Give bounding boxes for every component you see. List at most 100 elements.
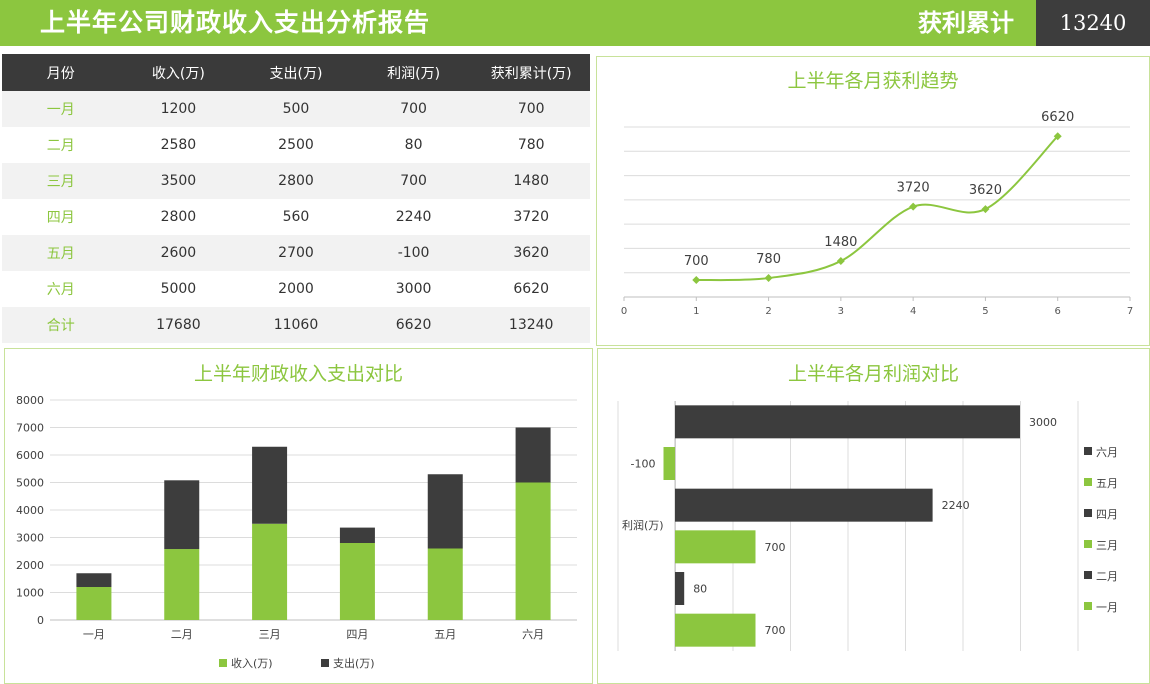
income-bar [164,549,200,620]
y-tick-label: 8000 [16,394,44,407]
trend-point [764,274,773,283]
expense-bar [515,427,551,483]
income-bar [252,523,288,620]
table-cell: 500 [237,91,355,127]
table-cell: 80 [354,127,473,163]
income-bar [515,482,551,620]
expense-bar [339,527,375,543]
x-tick-label: 3 [838,306,844,317]
table-cell: 2580 [119,127,238,163]
table-header-row: 月份 收入(万) 支出(万) 利润(万) 获利累计(万) [2,54,590,91]
x-tick-label: 7 [1127,306,1133,317]
expense-bar [164,480,200,550]
profit-data-label: 2240 [942,499,970,512]
x-tick-label: 6 [1055,306,1061,317]
x-tick-label: 1 [693,306,699,317]
table-row: 六月 5000 2000 3000 6620 [2,271,590,307]
x-tick-label: 五月 [434,628,456,641]
legend-swatch [1084,602,1092,610]
expense-bar [76,573,112,587]
legend-swatch [1084,447,1092,455]
x-tick-label: 5 [982,306,988,317]
y-tick-label: 6000 [16,449,44,462]
legend-swatch [1084,509,1092,517]
table-cell: 2240 [354,199,473,235]
profit-bar [675,488,933,522]
data-table: 月份 收入(万) 支出(万) 利润(万) 获利累计(万) 一月 1200 500 700 700… [2,54,590,343]
table-cell: 5000 [119,271,238,307]
trend-chart-panel: 上半年各月获利趋势 0 1 2 3 4 5 6 7 700 780 1480 3720 3620 6620 [596,56,1150,346]
profit-compare-panel: 上半年各月利润对比 利润(万) 700 80 700 2240 -100 3000 六月 五月四… [597,348,1150,684]
legend-swatch [321,659,329,667]
trend-point [981,205,990,214]
legend-label: 四月 [1096,508,1118,521]
trend-point [692,276,701,284]
legend-label: 三月 [1096,539,1118,552]
income-expense-chart: 0 1000 2000 3000 4000 5000 6000 7000 8000 一月 二月 三月 四… [16,394,577,670]
expense-bar [252,446,288,524]
table-cell: 560 [237,199,355,235]
legend-label: 支出(万) [333,656,375,670]
expense-bar [427,474,463,549]
trend-point [909,202,918,211]
legend-swatch [1084,478,1092,486]
table-column-header: 获利累计(万) [472,54,590,91]
profit-data-label: 80 [693,583,707,596]
income-expense-title: 上半年财政收入支出对比 [193,363,403,385]
x-tick-label: 二月 [171,628,193,641]
profit-data-label: 3000 [1029,416,1057,429]
legend-swatch [1084,540,1092,548]
table-cell: 6620 [472,271,590,307]
income-expense-panel: 上半年财政收入支出对比 0 1000 2000 3000 4000 5000 6000 700… [4,348,593,684]
table-cell: 13240 [472,307,590,343]
table-row: 二月 2580 2500 80 780 [2,127,590,163]
table-cell: 3620 [472,235,590,271]
income-bar [76,587,112,620]
table-cell: 2500 [237,127,355,163]
table-month-cell: 三月 [2,163,120,199]
profit-data-label: -100 [631,458,656,471]
profit-bar [675,405,1020,439]
table-column-header: 支出(万) [237,54,355,91]
income-bar [427,548,463,620]
x-tick-label: 2 [765,306,771,317]
trend-data-label: 700 [684,254,709,269]
legend-label: 二月 [1096,570,1118,583]
x-tick-label: 六月 [522,628,544,641]
profit-data-label: 700 [765,624,786,637]
table-column-header: 收入(万) [119,54,238,91]
table-body: 一月 1200 500 700 700 二月 2580 2500 80 780 三月 3500 2800… [2,91,590,343]
table-cell: 3720 [472,199,590,235]
legend-label: 六月 [1096,446,1118,459]
y-tick-label: 0 [37,614,44,627]
y-tick-label: 7000 [16,422,44,435]
legend-label: 一月 [1096,601,1118,614]
table-month-cell: 六月 [2,271,120,307]
y-tick-label: 5000 [16,477,44,490]
x-tick-label: 三月 [259,628,281,641]
table-cell: 700 [354,91,473,127]
table-cell: 2700 [237,235,355,271]
table-column-header: 利润(万) [354,54,473,91]
x-tick-label: 0 [621,306,627,317]
legend-swatch [1084,571,1092,579]
trend-data-label: 780 [756,252,781,267]
profit-bar [675,530,756,564]
y-tick-label: 4000 [16,504,44,517]
profit-compare-title: 上半年各月利润对比 [787,363,959,385]
table-cell: 1480 [472,163,590,199]
trend-data-label: 3720 [897,181,930,196]
table-cell: 3000 [354,271,473,307]
x-tick-label: 四月 [346,628,368,641]
table-column-header: 月份 [2,54,120,91]
x-tick-label: 4 [910,306,916,317]
trend-data-label: 1480 [824,235,857,250]
table-row: 合计 17680 11060 6620 13240 [2,307,590,343]
trend-point [836,257,845,266]
table-row: 一月 1200 500 700 700 [2,91,590,127]
table-cell: 780 [472,127,590,163]
table-cell: 3500 [119,163,238,199]
table-cell: 11060 [237,307,355,343]
table-cell: 2000 [237,271,355,307]
